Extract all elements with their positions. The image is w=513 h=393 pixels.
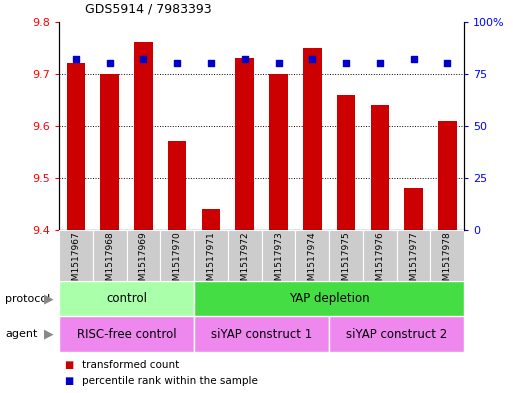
Text: GSM1517975: GSM1517975 — [342, 231, 350, 292]
Text: agent: agent — [5, 329, 37, 339]
Point — [274, 60, 283, 66]
Point — [376, 60, 384, 66]
Bar — [438, 121, 457, 230]
Bar — [134, 42, 153, 230]
Text: GSM1517971: GSM1517971 — [206, 231, 215, 292]
Text: GSM1517974: GSM1517974 — [308, 231, 317, 292]
Bar — [228, 230, 262, 281]
Bar — [101, 74, 119, 230]
Bar — [168, 141, 187, 230]
Text: ▶: ▶ — [44, 292, 54, 305]
Text: GSM1517967: GSM1517967 — [71, 231, 81, 292]
Bar — [59, 281, 194, 316]
Bar — [404, 188, 423, 230]
Point — [173, 60, 181, 66]
Point — [106, 60, 114, 66]
Text: GSM1517972: GSM1517972 — [240, 231, 249, 292]
Text: siYAP construct 2: siYAP construct 2 — [346, 327, 447, 341]
Bar — [262, 230, 295, 281]
Bar — [194, 316, 329, 352]
Text: transformed count: transformed count — [82, 360, 180, 371]
Bar — [194, 230, 228, 281]
Text: GDS5914 / 7983393: GDS5914 / 7983393 — [85, 3, 211, 16]
Bar — [235, 58, 254, 230]
Bar — [337, 94, 356, 230]
Text: GSM1517970: GSM1517970 — [173, 231, 182, 292]
Bar — [329, 230, 363, 281]
Point — [72, 56, 80, 62]
Bar — [370, 105, 389, 230]
Bar — [93, 230, 127, 281]
Point — [342, 60, 350, 66]
Bar — [269, 74, 288, 230]
Bar — [363, 230, 397, 281]
Text: GSM1517976: GSM1517976 — [376, 231, 384, 292]
Text: GSM1517978: GSM1517978 — [443, 231, 452, 292]
Point — [241, 56, 249, 62]
Text: ■: ■ — [64, 376, 73, 386]
Text: siYAP construct 1: siYAP construct 1 — [211, 327, 312, 341]
Text: YAP depletion: YAP depletion — [289, 292, 369, 305]
Bar — [194, 281, 464, 316]
Text: protocol: protocol — [5, 294, 50, 304]
Point — [308, 56, 317, 62]
Bar — [67, 63, 85, 230]
Text: percentile rank within the sample: percentile rank within the sample — [82, 376, 258, 386]
Point — [207, 60, 215, 66]
Point — [443, 60, 451, 66]
Point — [409, 56, 418, 62]
Bar — [303, 48, 322, 230]
Text: GSM1517973: GSM1517973 — [274, 231, 283, 292]
Text: ■: ■ — [64, 360, 73, 371]
Text: GSM1517968: GSM1517968 — [105, 231, 114, 292]
Bar — [127, 230, 160, 281]
Bar — [59, 316, 194, 352]
Bar — [430, 230, 464, 281]
Bar — [59, 230, 93, 281]
Text: GSM1517969: GSM1517969 — [139, 231, 148, 292]
Text: ▶: ▶ — [44, 327, 54, 341]
Text: RISC-free control: RISC-free control — [77, 327, 176, 341]
Bar — [329, 316, 464, 352]
Bar — [160, 230, 194, 281]
Bar — [397, 230, 430, 281]
Text: control: control — [106, 292, 147, 305]
Point — [140, 56, 148, 62]
Text: GSM1517977: GSM1517977 — [409, 231, 418, 292]
Bar — [295, 230, 329, 281]
Bar — [202, 209, 220, 230]
